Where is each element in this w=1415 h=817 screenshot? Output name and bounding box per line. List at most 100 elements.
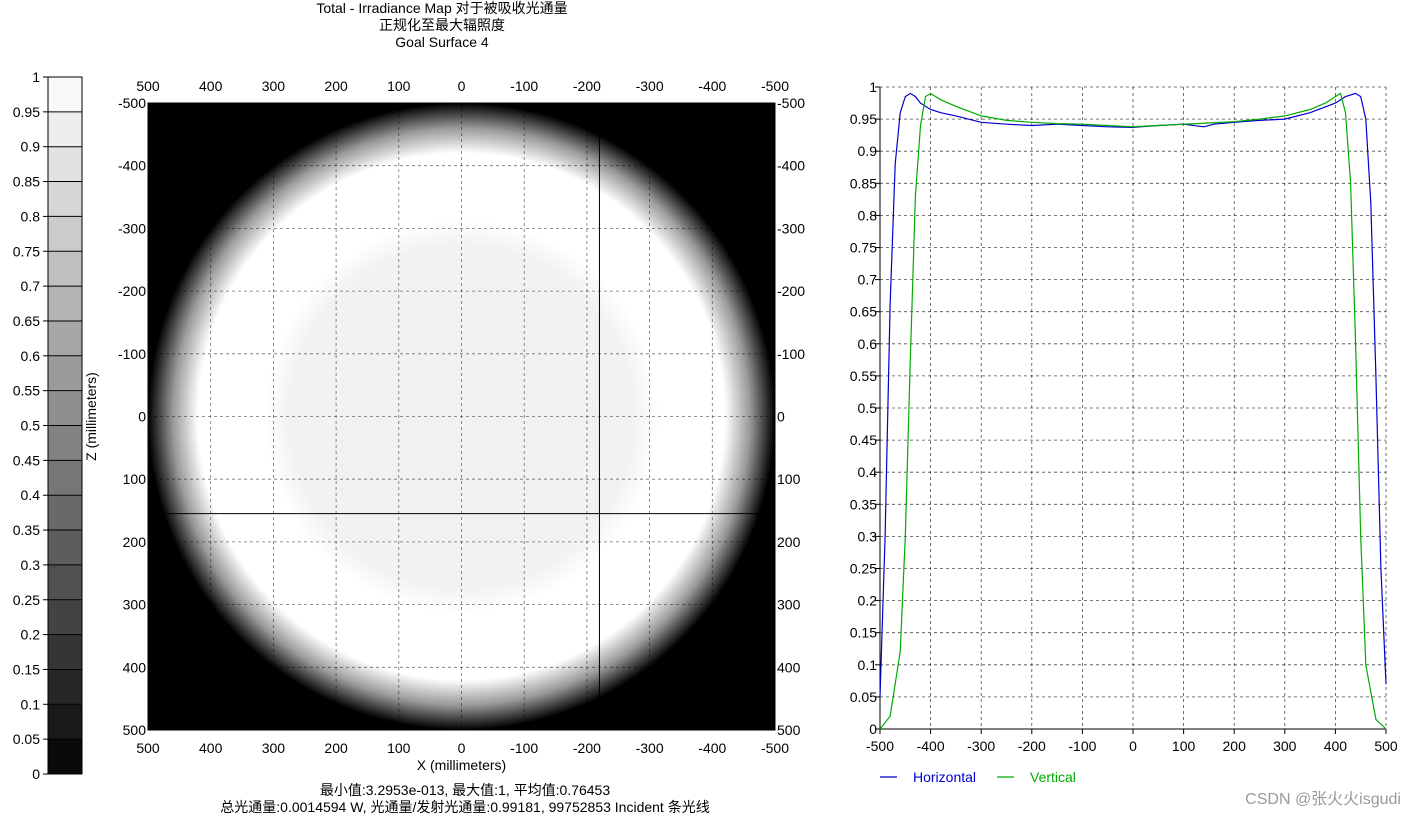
profile-y-tick-label: 0.65 [850,304,877,320]
profile-chart: -500 -400 -300 -200 -100 0 100 200 300 400 500 0 0.0… [850,79,1398,785]
profile-y-tick-label: 0.2 [858,593,878,609]
map-top-tick-label: -500 [761,78,789,94]
map-left-tick-label: -100 [118,346,146,362]
colorbar-tick-label: 0.2 [21,627,41,643]
profile-x-tick-label: 100 [1172,738,1196,754]
map-right-tick-label: 500 [777,722,801,738]
profile-x-tick-label: -100 [1068,738,1096,754]
map-left-tick-label: 400 [123,659,147,675]
profile-y-tick-label: 0.75 [850,240,877,256]
map-top-tick-label: -400 [698,78,726,94]
map-bottom-tick-label: 500 [136,740,160,756]
colorbar-band [48,390,82,426]
watermark: CSDN @张火火isgudi [1245,791,1401,808]
legend-label-vertical: Vertical [1030,769,1076,785]
colorbar-band [48,146,82,183]
map-bottom-tick-label: -500 [761,740,789,756]
map-bottom-tick-label: 300 [262,740,286,756]
colorbar-tick-label: 0.25 [13,592,40,608]
colorbar-band [48,460,82,496]
series-line-horizontal [879,92,1387,697]
map-top-tick-label: 300 [262,78,286,94]
map-x-axis-label: X (millimeters) [417,757,506,773]
colorbar-tick-label: 0.1 [21,696,41,712]
profile-y-tick-label: 0.1 [858,657,878,673]
colorbar: 0 0.05 0.1 0.15 0.2 0.25 0.3 0.35 0.4 0.45 0.5 0.55… [13,69,83,782]
map-right-tick-label: -500 [777,95,805,111]
map-y-axis-label: Z (millimeters) [83,372,99,461]
map-top-tick-label: -200 [573,78,601,94]
map-right-tick-label: 0 [777,409,785,425]
profile-y-tick-label: 0.6 [858,336,878,352]
colorbar-band [48,320,82,357]
colorbar-band [48,181,82,217]
profile-y-tick-label: 0.9 [858,143,878,159]
profile-y-tick-label: 0.3 [858,528,878,544]
colorbar-band [48,669,82,705]
stats-line-1: 最小值:3.2953e-013, 最大值:1, 平均值:0.76453 [319,782,611,798]
map-left-tick-label: -500 [118,95,146,111]
colorbar-tick-label: 0.15 [13,661,40,677]
colorbar-tick-label: 0.6 [21,348,41,364]
map-bottom-tick-label: -300 [636,740,664,756]
map-bottom-tick-label: -100 [510,740,538,756]
profile-y-tick-label: 0.8 [858,207,878,223]
stats-block: 最小值:3.2953e-013, 最大值:1, 平均值:0.76453 总光通量… [140,782,790,816]
map-right-tick-label: -300 [777,220,805,236]
colorbar-band [48,599,82,636]
map-right-tick-label: -400 [777,158,805,174]
colorbar-tick-label: 0.9 [21,139,41,155]
profile-y-tick-label: 1 [869,79,877,95]
colorbar-tick-label: 0.8 [21,208,41,224]
colorbar-band [48,530,82,566]
colorbar-band [48,355,82,392]
map-bottom-tick-label: -400 [698,740,726,756]
stats-line-2: 总光通量:0.0014594 W, 光通量/发射光通量:0.99181, 997… [220,799,710,815]
map-left-tick-label: 200 [123,534,147,550]
colorbar-tick-label: 0.05 [13,731,40,747]
colorbar-band [48,495,82,531]
profile-y-tick-label: 0.7 [858,272,878,288]
map-right-tick-label: 100 [777,471,801,487]
profile-y-tick-label: 0.55 [850,368,877,384]
colorbar-band [48,634,82,670]
map-bottom-tick-label: 100 [387,740,411,756]
map-left-tick-label: 300 [123,597,147,613]
colorbar-tick-label: 0.5 [21,418,41,434]
map-bottom-tick-label: 0 [458,740,466,756]
map-left-tick-label: -400 [118,158,146,174]
chart-title: Total - Irradiance Map 对于被吸收光通量 正规化至最大辐照… [252,0,632,51]
profile-y-tick-label: 0.15 [850,625,877,641]
profile-x-tick-label: -300 [967,738,995,754]
profile-y-tick-label: 0.95 [850,111,877,127]
map-bottom-tick-label: 200 [324,740,348,756]
map-top-tick-label: 100 [387,78,411,94]
series-line-vertical [879,92,1387,730]
colorbar-band [48,216,82,252]
map-top-tick-label: -100 [510,78,538,94]
profile-y-tick-label: 0.5 [858,400,878,416]
map-left-tick-label: 100 [123,471,147,487]
colorbar-band [48,77,82,113]
colorbar-tick-label: 0.7 [21,278,41,294]
colorbar-band [48,251,82,287]
profile-y-tick-label: 0.05 [850,689,877,705]
profile-x-tick-label: -500 [866,738,894,754]
map-top-tick-label: 200 [324,78,348,94]
profile-x-tick-label: -400 [917,738,945,754]
colorbar-tick-label: 0.3 [21,557,41,573]
map-top-tick-label: -300 [636,78,664,94]
map-top-tick-label: 0 [458,78,466,94]
map-left-tick-label: 0 [138,409,146,425]
map-bottom-tick-label: -200 [573,740,601,756]
colorbar-tick-label: 0.35 [13,522,40,538]
profile-x-tick-label: -200 [1018,738,1046,754]
colorbar-band [48,704,82,740]
map-top-tick-label: 500 [136,78,160,94]
map-left-tick-label: -200 [118,283,146,299]
map-left-tick-label: -300 [118,220,146,236]
colorbar-tick-label: 0.45 [13,452,40,468]
profile-y-tick-label: 0.85 [850,175,877,191]
colorbar-tick-label: 0.95 [13,104,40,120]
map-right-tick-label: 200 [777,534,801,550]
